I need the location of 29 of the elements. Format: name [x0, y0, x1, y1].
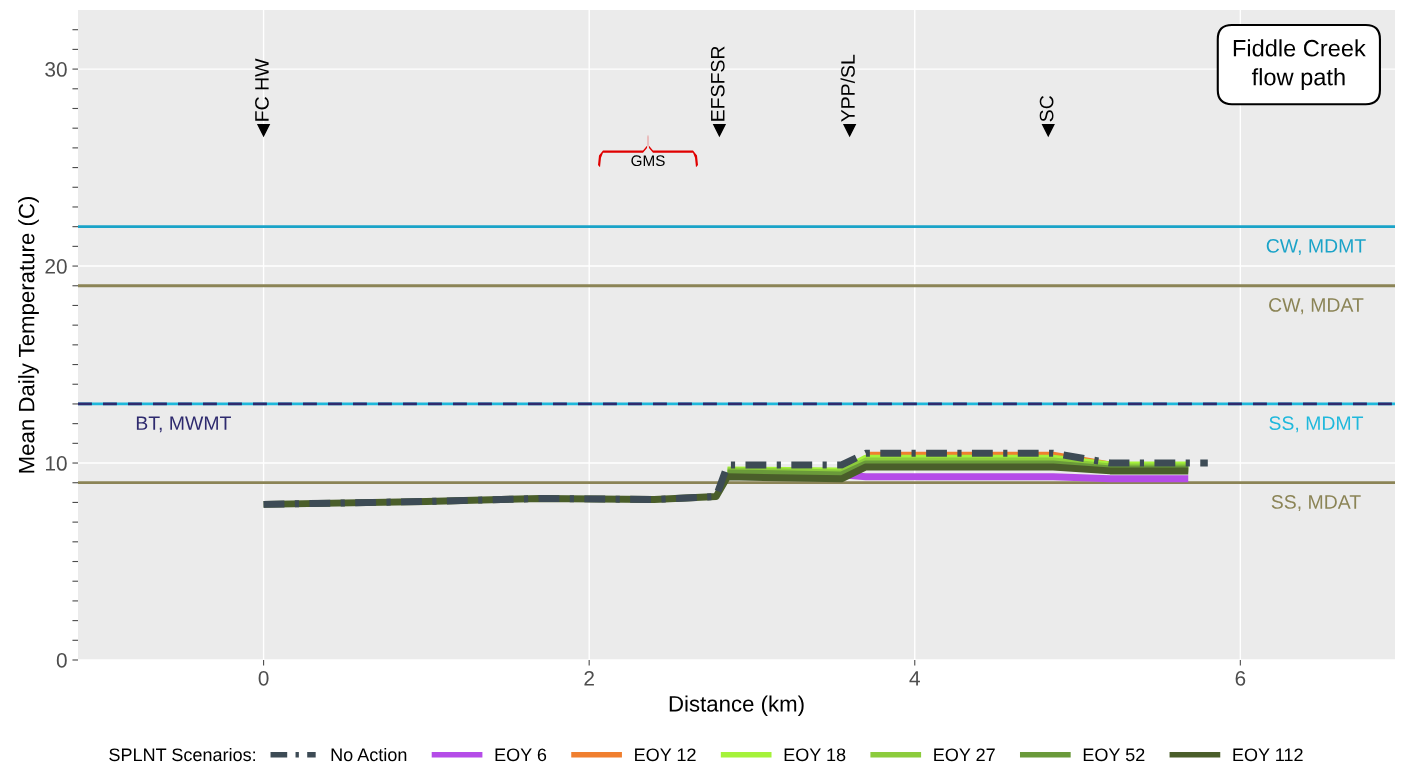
x-tick-label: 2 — [584, 670, 594, 686]
ref-line-label: CW, MDAT — [1269, 298, 1364, 315]
ref-line-label: SS, MDAT — [1271, 495, 1361, 512]
y-tick-label: 30 — [45, 62, 67, 77]
annotation: EFSFSR — [710, 46, 725, 121]
ref-line-label: BT, MWMT — [136, 416, 231, 433]
y-axis-title: Mean Daily Temperature (C) — [18, 197, 39, 473]
annotation: SC — [1039, 96, 1054, 122]
x-tick-label: 0 — [258, 670, 269, 686]
ref-line-label: SS, MDMT — [1269, 416, 1364, 433]
ref-line-label: CW, MDMT — [1266, 239, 1366, 256]
annotation: Fiddle Creek flow path — [1233, 39, 1366, 91]
legend-label: EOY 112 — [1233, 748, 1303, 762]
x-tick-label: 6 — [1235, 670, 1246, 686]
legend-label: EOY 18 — [784, 748, 846, 762]
y-tick-label: 0 — [56, 653, 67, 668]
legend-label: EOY 52 — [1083, 748, 1145, 762]
y-tick-label: 20 — [45, 259, 67, 274]
legend-label: EOY 27 — [934, 748, 995, 762]
annotation: YPP/SL — [840, 54, 855, 122]
annotation: FC HW — [255, 58, 269, 121]
legend-title: SPLNT Scenarios: — [109, 747, 256, 762]
legend-label: EOY 6 — [495, 748, 547, 762]
legend-label: EOY 12 — [635, 748, 696, 762]
annotation: GMS — [631, 155, 665, 167]
x-tick-label: 4 — [909, 671, 920, 686]
x-axis-title: Distance (km) — [669, 695, 804, 717]
y-tick-label: 10 — [46, 456, 67, 471]
legend-label: No Action — [331, 747, 407, 762]
